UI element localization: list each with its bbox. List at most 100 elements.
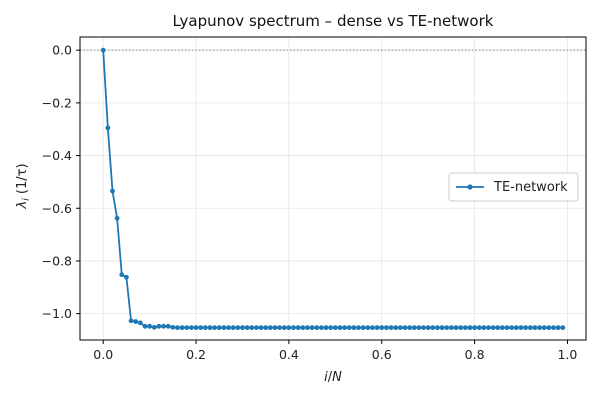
- y-tick-label: −0.8: [42, 253, 72, 268]
- data-point: [272, 325, 278, 331]
- data-point: [421, 325, 426, 331]
- plot-frame: [79, 36, 587, 341]
- data-point: [142, 323, 148, 329]
- data-point: [379, 325, 385, 331]
- legend: TE-network: [448, 172, 579, 202]
- data-point: [374, 325, 380, 331]
- data-point: [170, 324, 176, 330]
- x-tick-label: 0.6: [372, 347, 392, 362]
- data-point: [481, 325, 487, 331]
- data-point: [207, 325, 213, 331]
- data-point: [527, 325, 533, 331]
- data-point: [258, 325, 264, 331]
- data-point: [100, 47, 106, 53]
- data-point: [124, 274, 129, 280]
- data-point: [402, 325, 408, 331]
- data-point: [114, 215, 120, 221]
- data-point: [277, 325, 283, 331]
- data-point: [156, 323, 162, 329]
- data-point: [133, 319, 139, 324]
- data-point: [105, 125, 111, 131]
- data-point: [128, 318, 134, 324]
- data-point: [356, 325, 361, 331]
- y-axis-ticks: 0.0 −0.2 −0.4 −0.6 −0.8 −1.0: [42, 43, 80, 321]
- data-point: [184, 325, 190, 331]
- data-point: [300, 325, 306, 331]
- data-point: [397, 325, 403, 331]
- data-point: [286, 325, 292, 331]
- data-point: [388, 325, 394, 331]
- data-point: [221, 325, 227, 331]
- data-point: [281, 325, 287, 331]
- data-point: [425, 325, 431, 331]
- data-point: [430, 325, 436, 331]
- data-point: [351, 325, 357, 331]
- data-point: [291, 325, 296, 331]
- data-point: [179, 325, 185, 331]
- data-point: [360, 325, 366, 331]
- data-point: [198, 325, 204, 331]
- x-axis-ticks: 0.0 0.2 0.4 0.6 0.8 1.0: [93, 340, 577, 362]
- data-point: [230, 325, 236, 331]
- data-point: [509, 325, 515, 331]
- chart-title: Lyapunov spectrum – dense vs TE-network: [173, 12, 494, 30]
- data-point: [323, 325, 329, 331]
- data-point: [523, 325, 529, 331]
- data-point: [263, 325, 269, 331]
- data-point: [212, 325, 218, 331]
- data-point: [346, 325, 352, 331]
- data-point: [226, 325, 231, 331]
- data-point: [546, 325, 552, 331]
- series-layer: [100, 47, 566, 331]
- data-point: [551, 325, 556, 331]
- data-point: [435, 325, 440, 331]
- data-point: [161, 323, 166, 329]
- data-point: [383, 325, 389, 331]
- data-point: [110, 188, 115, 194]
- data-point: [407, 325, 412, 331]
- data-point: [189, 325, 194, 331]
- y-tick-label: −0.6: [42, 201, 72, 216]
- x-tick-label: 0.8: [465, 347, 485, 362]
- data-point: [295, 325, 301, 331]
- data-point: [328, 325, 334, 331]
- data-point: [244, 325, 250, 331]
- data-point: [448, 325, 454, 331]
- data-point: [305, 325, 310, 331]
- data-point: [193, 325, 199, 331]
- data-point: [267, 325, 273, 331]
- legend-marker-swatch: [467, 184, 473, 190]
- data-point: [365, 325, 371, 331]
- data-point: [462, 325, 468, 331]
- data-point: [490, 325, 496, 331]
- y-axis-label: λi (1/τ): [15, 163, 32, 209]
- x-tick-label: 0.0: [93, 347, 113, 362]
- data-point: [541, 325, 547, 331]
- data-point: [309, 325, 315, 331]
- data-point: [411, 325, 417, 331]
- data-point: [513, 325, 519, 331]
- data-point: [537, 325, 542, 331]
- data-point: [439, 325, 445, 331]
- data-point: [318, 325, 324, 331]
- data-point: [175, 325, 180, 331]
- data-point: [119, 272, 125, 278]
- x-axis-label: i/N: [324, 370, 342, 385]
- data-point: [476, 325, 482, 331]
- data-point: [342, 325, 348, 331]
- data-point: [147, 323, 153, 329]
- data-point: [472, 325, 477, 331]
- legend-box: [448, 172, 579, 202]
- data-point: [560, 325, 566, 331]
- x-tick-label: 1.0: [557, 347, 577, 362]
- data-point: [532, 325, 538, 331]
- data-point: [202, 325, 208, 331]
- data-point: [240, 325, 245, 331]
- x-tick-label: 0.2: [186, 347, 206, 362]
- data-point: [518, 325, 524, 331]
- data-point: [370, 325, 375, 331]
- data-point: [216, 325, 222, 331]
- data-point: [495, 325, 501, 331]
- data-point: [165, 323, 171, 329]
